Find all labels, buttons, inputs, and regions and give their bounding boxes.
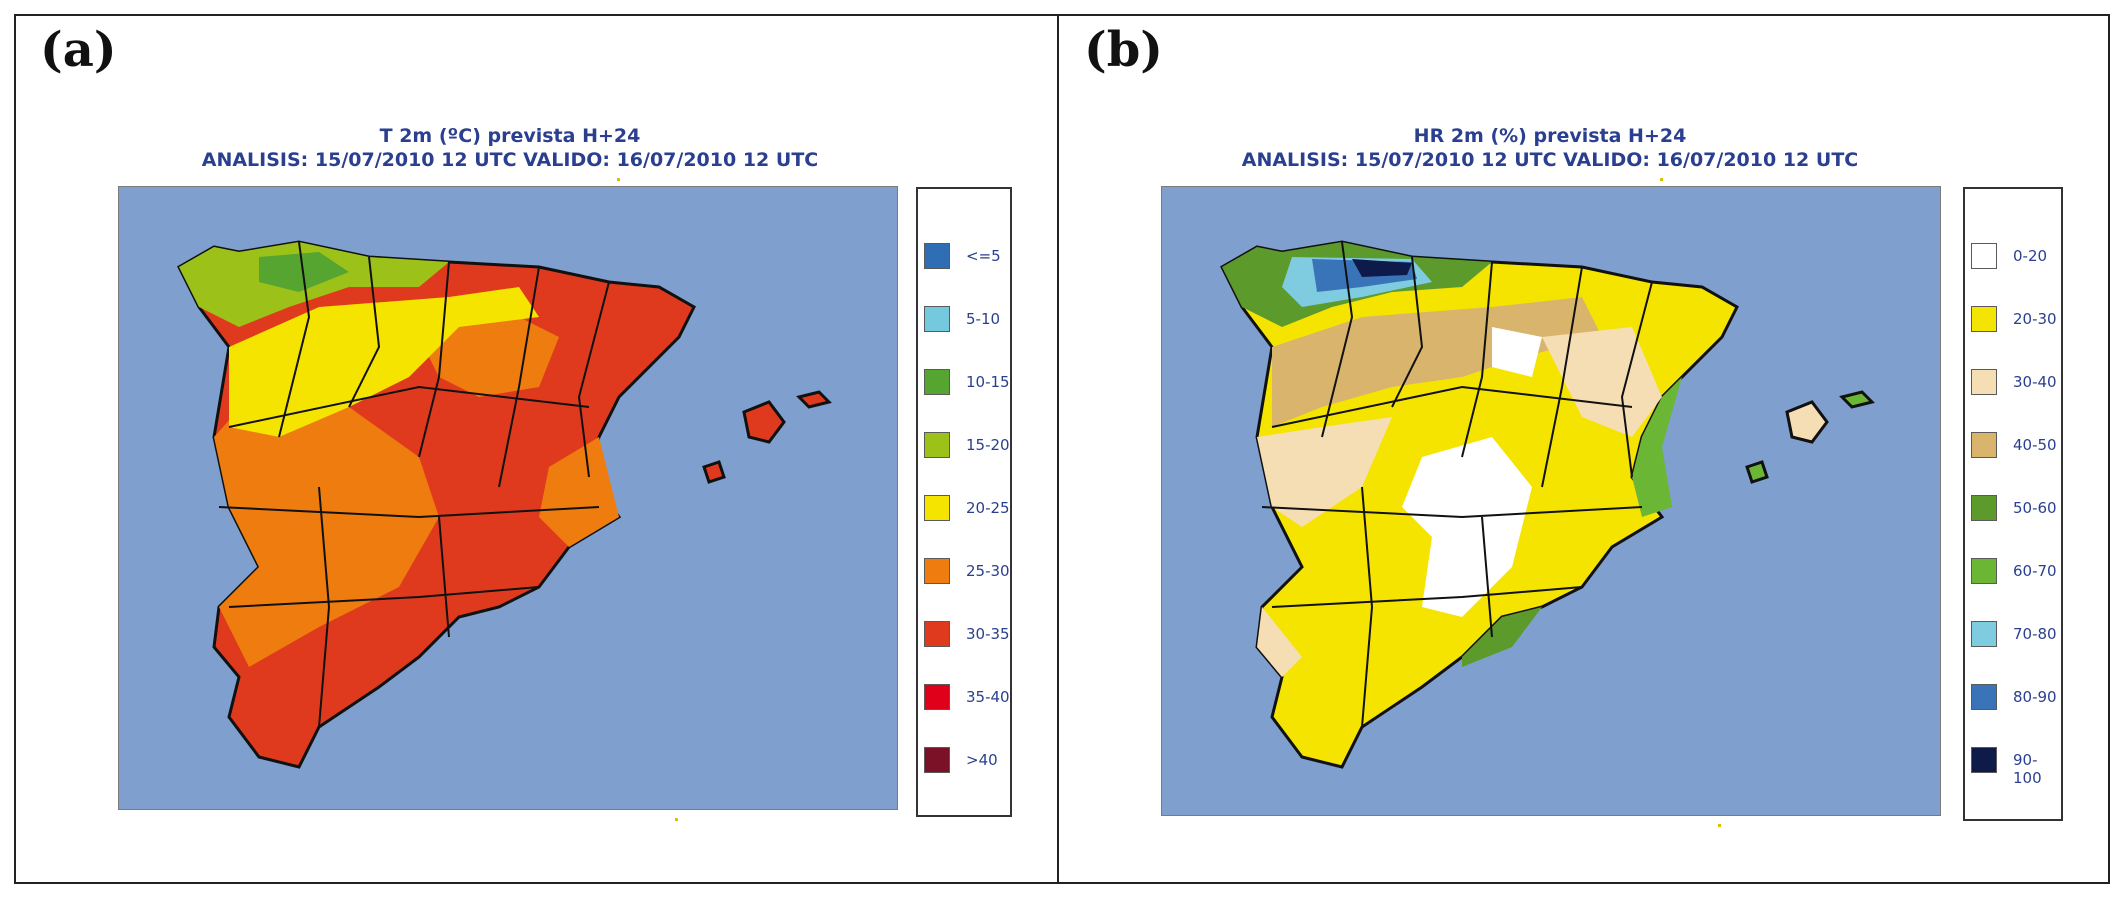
panel-b-mallorca <box>1785 400 1829 444</box>
legend-label: 5-10 <box>966 310 1001 328</box>
legend-item: 35-40 <box>918 676 1010 716</box>
panel-divider <box>1057 14 1059 884</box>
legend-swatch <box>924 369 950 395</box>
legend-item: 30-40 <box>1965 361 2061 401</box>
legend-swatch <box>924 558 950 584</box>
legend-item: 70-80 <box>1965 613 2061 653</box>
panel-b-ibiza <box>1745 460 1769 484</box>
legend-item: 5-10 <box>918 298 1010 338</box>
panel-a-title-line1: T 2m (ºC) prevista H+24 <box>379 125 641 147</box>
panel-b-zone-white-2 <box>1492 327 1542 377</box>
panel-a-provinces <box>218 241 610 728</box>
panel-a-map-svg <box>177 240 832 769</box>
panel-b-provinces <box>1261 241 1653 728</box>
panel-b-zone-beige <box>1257 417 1392 527</box>
legend-swatch <box>1971 432 1997 458</box>
legend-swatch <box>924 243 950 269</box>
legend-swatch <box>1971 495 1997 521</box>
legend-swatch <box>924 495 950 521</box>
legend-swatch <box>924 747 950 773</box>
legend-item: 60-70 <box>1965 550 2061 590</box>
panel-b-legend: 0-20 20-30 30-40 40-50 50-60 60-70 70-80 80-90 9… <box>1963 187 2063 821</box>
legend-label: 50-60 <box>2013 499 2057 517</box>
legend-item: >40 <box>918 739 1010 779</box>
panel-b-map <box>1161 186 1941 816</box>
legend-item: 40-50 <box>1965 424 2061 464</box>
legend-swatch <box>1971 621 1997 647</box>
legend-label: 10-15 <box>966 373 1010 391</box>
panel-a-tick-bottom <box>675 818 678 821</box>
legend-swatch <box>1971 369 1997 395</box>
legend-item: 20-25 <box>918 487 1010 527</box>
legend-item: 0-20 <box>1965 235 2061 275</box>
legend-swatch <box>924 306 950 332</box>
panel-a-map <box>118 186 898 810</box>
legend-label: 15-20 <box>966 436 1010 454</box>
panel-b-tick-top <box>1660 178 1663 181</box>
legend-label: 80-90 <box>2013 688 2057 706</box>
legend-label: 0-20 <box>2013 247 2048 265</box>
legend-label: 25-30 <box>966 562 1010 580</box>
legend-item: 15-20 <box>918 424 1010 464</box>
panel-b-title-line2: ANALISIS: 15/07/2010 12 UTC VALIDO: 16/0… <box>1241 149 1859 171</box>
legend-label: <=5 <box>966 247 1001 265</box>
panel-b-zone-darkblue <box>1352 259 1412 277</box>
panel-a-mallorca <box>742 400 786 444</box>
panel-a-zone-orange <box>214 387 439 667</box>
legend-label: 30-40 <box>2013 373 2057 391</box>
legend-label: 35-40 <box>966 688 1010 706</box>
legend-item: 80-90 <box>1965 676 2061 716</box>
panel-a-menorca <box>796 390 832 409</box>
legend-item: 30-35 <box>918 613 1010 653</box>
panel-b-zone-beige-3 <box>1257 607 1302 677</box>
legend-label: 70-80 <box>2013 625 2057 643</box>
panel-b-tick-bottom <box>1718 824 1721 827</box>
legend-item: 90-100 <box>1965 739 2061 787</box>
panel-b-menorca <box>1839 390 1875 409</box>
legend-item: 50-60 <box>1965 487 2061 527</box>
legend-label: >40 <box>966 751 998 769</box>
legend-swatch <box>924 684 950 710</box>
legend-item: <=5 <box>918 235 1010 275</box>
panel-b-zone-beige-2 <box>1542 327 1662 437</box>
legend-swatch <box>1971 558 1997 584</box>
legend-swatch <box>1971 747 1997 773</box>
panel-b-zone-green-south <box>1462 607 1542 667</box>
legend-swatch <box>1971 306 1997 332</box>
legend-label: 20-25 <box>966 499 1010 517</box>
legend-label: 40-50 <box>2013 436 2057 454</box>
panel-b-zone-tan <box>1272 297 1602 427</box>
legend-swatch <box>1971 684 1997 710</box>
legend-swatch <box>924 621 950 647</box>
figure-frame <box>14 14 2110 884</box>
legend-item: 10-15 <box>918 361 1010 401</box>
panel-b-title-line1: HR 2m (%) prevista H+24 <box>1413 125 1687 147</box>
legend-label: 20-30 <box>2013 310 2057 328</box>
panel-a-ibiza <box>702 460 726 484</box>
legend-item: 20-30 <box>1965 298 2061 338</box>
legend-label: 90-100 <box>2013 751 2042 787</box>
legend-swatch <box>1971 243 1997 269</box>
panel-a-label: (a) <box>40 22 117 78</box>
panel-a-title: T 2m (ºC) prevista H+24 ANALISIS: 15/07/… <box>120 124 900 172</box>
panel-b-map-svg <box>1220 240 1875 769</box>
legend-label: 30-35 <box>966 625 1010 643</box>
panel-a-title-line2: ANALISIS: 15/07/2010 12 UTC VALIDO: 16/0… <box>201 149 819 171</box>
panel-a-zone-orange-3 <box>539 437 619 547</box>
panel-b-title: HR 2m (%) prevista H+24 ANALISIS: 15/07/… <box>1160 124 1940 172</box>
legend-label: 60-70 <box>2013 562 2057 580</box>
panel-a-tick-top <box>617 178 620 181</box>
panel-b-zone-green-coast <box>1632 377 1682 517</box>
panel-b-zone-white <box>1402 437 1532 617</box>
panel-b-label: (b) <box>1084 22 1163 78</box>
panel-a-legend: <=5 5-10 10-15 15-20 20-25 25-30 30-35 35-40 >40 <box>916 187 1012 817</box>
legend-swatch <box>924 432 950 458</box>
legend-item: 25-30 <box>918 550 1010 590</box>
